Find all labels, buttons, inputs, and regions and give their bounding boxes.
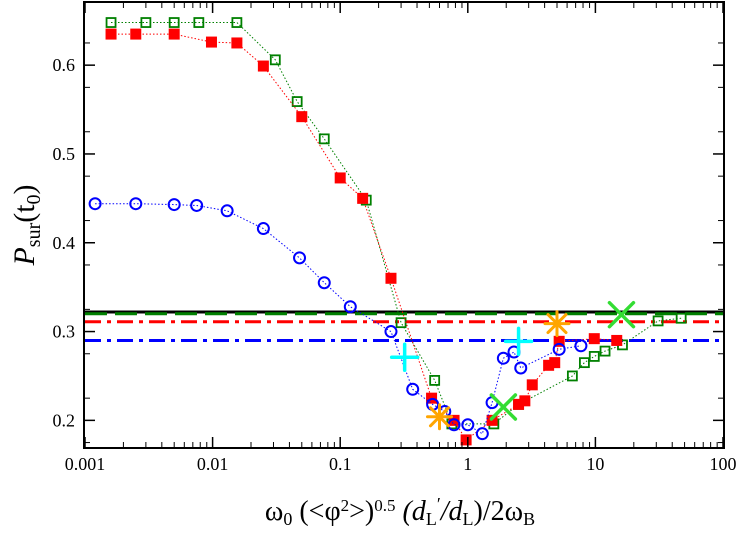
y-title-arg-sub: 0	[23, 194, 45, 204]
data-point	[384, 325, 398, 339]
x-title-part-0: 0	[283, 509, 292, 529]
y-title-main: P	[8, 247, 41, 266]
plus-marker	[389, 342, 420, 373]
data-point	[257, 60, 269, 72]
x-title-part-8: /d	[439, 496, 464, 527]
data-point	[190, 198, 204, 212]
data-point	[205, 36, 217, 48]
data-point	[343, 300, 357, 314]
y-tick-label: 0.2	[53, 410, 76, 430]
x-tick-label: 1	[463, 454, 472, 474]
data-point	[269, 54, 281, 66]
x-tick-label: 0.01	[197, 454, 229, 474]
special-markers	[389, 300, 636, 431]
data-point	[460, 434, 472, 446]
data-point	[574, 339, 588, 353]
x-title-part-10: )/2ω	[474, 496, 524, 527]
data-point	[514, 361, 528, 375]
cross-marker	[607, 300, 636, 329]
data-point	[140, 17, 152, 28]
data-point	[552, 342, 566, 356]
x-tick-label: 100	[710, 454, 737, 474]
data-point	[231, 17, 243, 28]
series-filled-square	[105, 28, 623, 446]
x-title-part-3: >)	[349, 496, 374, 527]
y-axis-title: Psur(t0)	[8, 184, 45, 266]
data-point	[129, 197, 143, 211]
asterisk-marker	[543, 310, 571, 338]
data-point	[385, 272, 397, 284]
data-point	[496, 351, 510, 365]
cross-marker	[489, 393, 518, 421]
data-point	[475, 427, 489, 441]
data-point	[553, 335, 565, 347]
data-point	[231, 37, 243, 49]
y-title-sub: sur	[23, 222, 45, 247]
x-title-part-1: (<φ	[292, 496, 340, 527]
data-point	[167, 198, 181, 212]
data-point	[88, 197, 102, 211]
y-tick-label: 0.5	[53, 144, 76, 164]
data-point	[296, 111, 308, 123]
data-point	[256, 222, 270, 236]
x-title-part-5: (d	[395, 496, 426, 527]
data-point	[611, 334, 623, 346]
x-title-part-4: 0.5	[374, 496, 395, 515]
y-title-arg-open: (t	[8, 204, 41, 223]
data-point	[193, 17, 205, 28]
data-point	[334, 172, 346, 184]
data-point	[406, 382, 420, 396]
data-point	[652, 315, 664, 327]
y-tick-label: 0.3	[53, 322, 76, 342]
data-point	[168, 28, 180, 40]
axis-ticks: 0.001 0.01 0.1 1 10 100 0.2 0.3 0.4 0.5 0.6	[53, 3, 737, 474]
data-point	[130, 28, 142, 40]
x-title-part-6: L	[426, 509, 437, 529]
x-title-part-9: L	[463, 509, 474, 529]
data-point	[588, 351, 600, 362]
data-point	[519, 395, 531, 407]
data-point	[317, 276, 331, 290]
asterisk-marker	[425, 403, 453, 431]
x-tick-label: 0.1	[329, 454, 352, 474]
data-point	[549, 357, 561, 369]
data-point	[566, 370, 578, 382]
y-title-arg-close: )	[8, 184, 41, 194]
data-point	[168, 17, 180, 28]
data-point	[105, 28, 117, 40]
data-point	[429, 374, 441, 386]
y-tick-label: 0.4	[53, 233, 76, 253]
data-point	[293, 251, 307, 265]
x-axis-title: ω0 (<φ2>)0.5 (dL′/dL)/2ωB	[265, 494, 535, 529]
data-point	[599, 345, 611, 357]
data-point	[461, 418, 475, 432]
data-point	[448, 414, 460, 426]
data-point	[291, 96, 303, 107]
series-layer	[88, 17, 687, 446]
data-point	[675, 312, 687, 324]
x-title-omega: ω	[265, 496, 283, 527]
y-tick-label: 0.6	[53, 55, 76, 75]
data-point	[220, 204, 234, 218]
x-title-part-2: 2	[341, 496, 350, 515]
plot-frame	[83, 1, 725, 449]
x-title-part-7: ′	[437, 494, 441, 514]
data-point	[579, 357, 590, 369]
data-point	[318, 133, 330, 145]
data-point	[357, 192, 369, 204]
x-tick-label: 0.001	[65, 454, 106, 474]
plus-marker	[503, 326, 534, 357]
data-point	[588, 333, 600, 345]
data-point	[105, 17, 117, 28]
data-point	[526, 379, 538, 391]
x-title-part-11: B	[523, 509, 535, 529]
x-tick-label: 10	[586, 454, 604, 474]
